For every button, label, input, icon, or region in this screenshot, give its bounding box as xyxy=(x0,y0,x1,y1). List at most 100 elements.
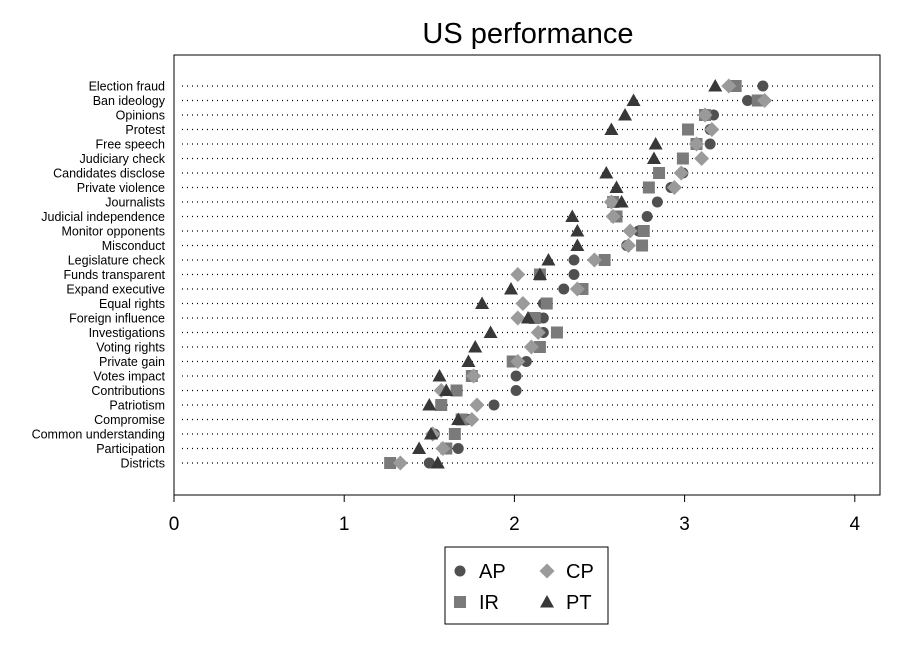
point-cp xyxy=(721,78,737,94)
point-cp xyxy=(523,339,539,355)
point-cp xyxy=(603,194,619,210)
category-label: Free speech xyxy=(96,138,166,152)
point-pt xyxy=(424,427,439,440)
point-ap xyxy=(510,370,522,382)
point-pt xyxy=(648,137,663,150)
point-pt xyxy=(626,93,641,106)
point-cp xyxy=(515,296,531,311)
point-pt xyxy=(461,354,476,367)
point-cp xyxy=(469,397,485,413)
point-ir xyxy=(653,167,666,179)
point-pt xyxy=(430,456,445,469)
category-label: Private gain xyxy=(99,355,165,369)
point-cp xyxy=(466,368,482,384)
point-cp xyxy=(510,354,526,369)
point-pt xyxy=(432,369,447,382)
point-ir xyxy=(676,152,689,165)
category-label: Expand executive xyxy=(66,283,165,297)
point-pt xyxy=(439,383,454,396)
point-pt xyxy=(570,238,585,251)
category-label: Foreign influence xyxy=(69,312,165,326)
point-pt xyxy=(422,398,437,411)
category-label: Equal rights xyxy=(99,297,165,311)
point-ir xyxy=(550,326,563,339)
point-cp xyxy=(666,180,682,195)
point-ir xyxy=(450,384,463,397)
point-ir xyxy=(642,181,655,194)
point-cp xyxy=(605,209,621,224)
point-ir xyxy=(637,225,650,237)
x-tick-label: 2 xyxy=(509,514,520,535)
category-label: Voting rights xyxy=(96,341,165,355)
x-axis: 0 1 2 3 4 xyxy=(169,495,861,535)
legend-label-ir: IR xyxy=(479,592,499,614)
point-ir xyxy=(540,297,553,310)
point-ap xyxy=(641,211,653,222)
point-ir xyxy=(598,254,611,266)
x-tick-label: 0 xyxy=(169,514,180,535)
point-ap xyxy=(510,385,522,396)
point-ap xyxy=(704,138,716,150)
point-ap xyxy=(757,80,769,92)
category-label: Contributions xyxy=(91,384,165,398)
point-cp xyxy=(704,122,720,137)
data-points xyxy=(384,78,773,471)
point-ap xyxy=(520,356,532,367)
category-label: Funds transparent xyxy=(64,268,166,282)
legend: AP IR CP PT xyxy=(444,546,609,625)
point-cp xyxy=(392,455,408,471)
point-pt xyxy=(599,166,614,179)
category-label: Election fraud xyxy=(89,80,165,94)
point-pt xyxy=(614,195,629,208)
category-label: Journalists xyxy=(105,196,165,210)
category-label: Ban ideology xyxy=(93,94,166,108)
point-pt xyxy=(468,340,483,353)
point-cp xyxy=(620,238,636,253)
category-label: Judicial independence xyxy=(41,210,165,224)
point-pt xyxy=(708,79,723,92)
point-ap xyxy=(742,95,754,106)
category-label: Investigations xyxy=(89,326,165,340)
point-cp xyxy=(694,151,710,166)
legend-label-pt: PT xyxy=(566,592,592,614)
point-pt xyxy=(618,108,633,121)
point-ir xyxy=(384,457,397,469)
point-pt xyxy=(451,412,466,425)
point-pt xyxy=(532,267,547,280)
point-ap xyxy=(452,443,464,454)
point-ap xyxy=(488,399,500,411)
x-tick-label: 1 xyxy=(339,514,350,535)
point-cp xyxy=(510,310,526,326)
category-label: Judiciary check xyxy=(80,152,166,166)
legend-box xyxy=(444,546,609,625)
point-pt xyxy=(565,209,580,222)
category-label: Common understanding xyxy=(32,428,165,442)
x-tick-label: 4 xyxy=(850,514,861,535)
category-label: Legislature check xyxy=(68,254,166,268)
point-ap xyxy=(568,269,580,280)
legend-label-cp: CP xyxy=(566,561,594,583)
point-ir xyxy=(636,239,649,252)
point-ir xyxy=(682,123,695,136)
point-cp xyxy=(586,252,602,268)
legend-marker-ir xyxy=(454,596,466,608)
point-ir xyxy=(435,399,448,411)
point-cp xyxy=(464,412,480,427)
point-cp xyxy=(530,325,546,340)
category-label: Participation xyxy=(96,442,165,456)
category-label: Candidates disclose xyxy=(53,167,165,181)
point-cp xyxy=(689,136,705,152)
category-label: Patriotism xyxy=(109,399,165,413)
legend-marker-cp xyxy=(539,563,555,579)
point-cp xyxy=(435,441,451,456)
point-cp xyxy=(673,165,689,181)
point-pt xyxy=(475,296,490,309)
point-ap xyxy=(568,254,580,266)
category-label: Protest xyxy=(125,123,165,137)
point-ap xyxy=(651,196,663,208)
legend-marker-pt xyxy=(540,595,554,608)
point-pt xyxy=(412,441,427,454)
category-label: Compromise xyxy=(94,413,165,427)
